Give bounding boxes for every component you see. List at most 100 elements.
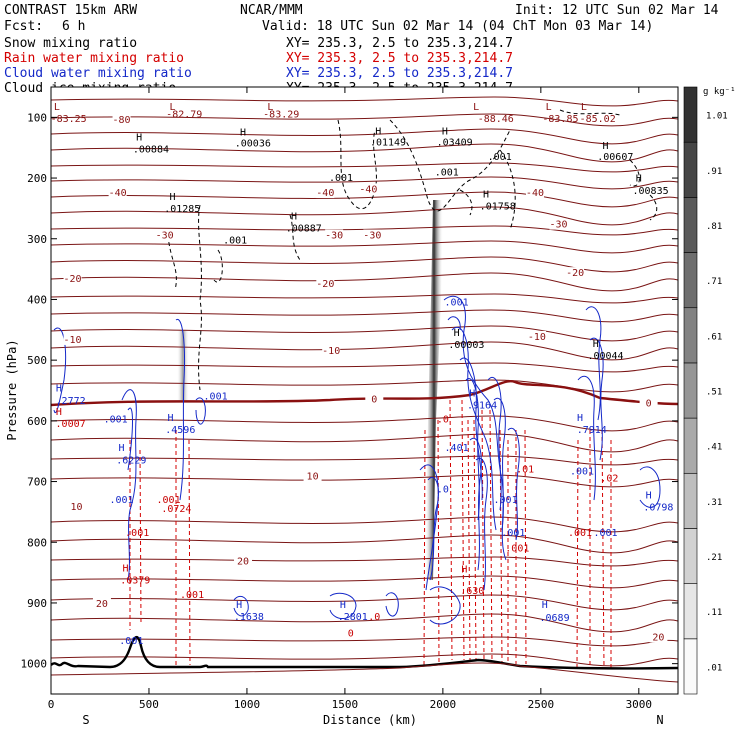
- extrema-label-38: .00044: [587, 351, 623, 362]
- colorbar-swatch-0: [683, 638, 698, 695]
- extrema-label-55: .001: [180, 590, 204, 601]
- cloud-ice-contours: [167, 109, 658, 391]
- extrema-label-29: .001: [223, 236, 247, 247]
- cw-contour-23: [429, 586, 461, 625]
- temp-label-bg-15: [365, 393, 384, 405]
- extrema-label-28: .00887: [286, 223, 322, 234]
- cw-contour-20: [585, 306, 602, 421]
- colorbar-label-10: 1.01: [706, 112, 728, 122]
- extrema-label-60: .2801: [338, 612, 368, 623]
- extrema-label-36: .001: [445, 298, 469, 309]
- temp-label-bg-19: [234, 555, 253, 567]
- rain-contour-7: [449, 399, 453, 661]
- snow-shade-left: [177, 330, 189, 400]
- ice-contour-10: [649, 194, 658, 221]
- org-label: NCAR/MMM: [240, 3, 303, 18]
- cw-contour-25: [447, 316, 461, 331]
- x-tick-label-6: 3000: [626, 698, 653, 711]
- colorbar-swatch-10: [683, 86, 698, 143]
- y-axis-label: Pressure (hPa): [5, 339, 19, 440]
- x-end-label-north: N: [656, 713, 663, 727]
- y-tick-label-7: 800: [27, 536, 47, 549]
- colorbar: .01 .11 .21 .31 .41 .51 .61 .71 .81 .91 1.01: [683, 86, 728, 695]
- fcst-label: Fcst:: [4, 19, 43, 34]
- cw-contour-7: [329, 592, 357, 619]
- extrema-label-18: H: [442, 126, 448, 137]
- legend-snow-xy: XY= 235.3, 2.5 to 235.3,214.7: [286, 36, 513, 51]
- colorbar-label-5: .51: [706, 388, 722, 398]
- temp-label-5: -30: [156, 231, 174, 242]
- extrema-label-4: L: [267, 102, 273, 113]
- cw-contour-1: [53, 327, 67, 413]
- extrema-label-82: H: [542, 600, 548, 611]
- y-tick-label-6: 700: [27, 476, 47, 489]
- rain-contour-17: [576, 439, 579, 669]
- temp-label-8: -30: [549, 220, 567, 231]
- cloud-water-contours: [53, 295, 661, 625]
- extrema-label-31: .001: [435, 168, 459, 179]
- temp-label-bg-3: [359, 183, 378, 195]
- colorbar-swatch-7: [683, 252, 698, 309]
- sub-terrain-contour: [51, 662, 678, 683]
- extrema-label-70: .001: [501, 528, 525, 539]
- temp-label-bg-0: [112, 114, 131, 126]
- colorbar-swatch-3: [683, 472, 698, 529]
- colorbar-label-1: .11: [706, 608, 722, 618]
- extrema-label-83: .0689: [540, 613, 570, 624]
- extrema-label-2: L: [169, 102, 175, 113]
- cw-contour-18: [469, 437, 482, 571]
- extrema-label-76: .001: [570, 466, 594, 477]
- x-tick-label-3: 1500: [332, 698, 359, 711]
- extrema-label-33: .01758: [480, 202, 516, 213]
- extrema-label-68: .001: [494, 495, 518, 506]
- extrema-label-45: H: [168, 413, 174, 424]
- temp-label-bg-2: [316, 187, 335, 199]
- temperature-contour-22: [51, 516, 678, 533]
- y-tick-label-0: 100: [27, 111, 47, 124]
- temp-label-bg-11: [566, 267, 585, 279]
- temperature-contour-11: [51, 272, 678, 292]
- temp-label-bg-20: [92, 597, 111, 609]
- extrema-label-24: .00835: [633, 186, 669, 197]
- cw-contour-3: [127, 407, 133, 471]
- temp-label-bg-12: [63, 333, 82, 345]
- cw-contour-24: [639, 466, 661, 508]
- extrema-label-34: H: [454, 328, 460, 339]
- x-tick-label-2: 1000: [234, 698, 261, 711]
- extrema-label-16: H: [375, 126, 381, 137]
- extrema-label-37: H: [593, 339, 599, 350]
- temperature-contour-23: [51, 534, 678, 554]
- extrema-label-52: .0724: [161, 504, 191, 515]
- extrema-label-51: .001: [157, 495, 181, 506]
- colorbar-label-2: .21: [706, 553, 722, 563]
- temperature-contour-18: [51, 415, 678, 432]
- ice-contour-6: [389, 119, 511, 212]
- extrema-label-64: H: [469, 389, 475, 400]
- temp-label-12: -10: [64, 335, 82, 346]
- extrema-label-50: .001: [125, 528, 149, 539]
- rain-contour-10: [473, 419, 477, 661]
- extrema-label-53: H: [122, 563, 128, 574]
- extrema-label-43: .001: [104, 415, 128, 426]
- temp-label-19: 20: [237, 556, 249, 567]
- extrema-label-8: L: [546, 102, 552, 113]
- temperature-contour-1: [51, 113, 678, 127]
- extrema-label-3: -82.79: [166, 109, 202, 120]
- extrema-label-5: -83.29: [263, 109, 299, 120]
- legend-cloudwater-label: Cloud water mixing ratio: [4, 66, 192, 81]
- temp-label-bg-9: [63, 273, 82, 285]
- extrema-label-47: H: [119, 443, 125, 454]
- extrema-label-74: H: [577, 413, 583, 424]
- extrema-label-41: H: [56, 407, 62, 418]
- extrema-label-26: .01285: [164, 204, 200, 215]
- colorbar-unit: g kg⁻¹: [703, 87, 736, 97]
- extrema-label-0: L: [54, 102, 60, 113]
- cw-contour-16: [493, 397, 506, 531]
- temp-label-21: 20: [652, 632, 664, 643]
- y-tick-label-1: 200: [27, 172, 47, 185]
- colorbar-swatch-6: [683, 307, 698, 364]
- ice-contour-4: [289, 214, 301, 261]
- extrema-label-56: .001: [119, 636, 143, 647]
- colorbar-label-9: .91: [706, 167, 722, 177]
